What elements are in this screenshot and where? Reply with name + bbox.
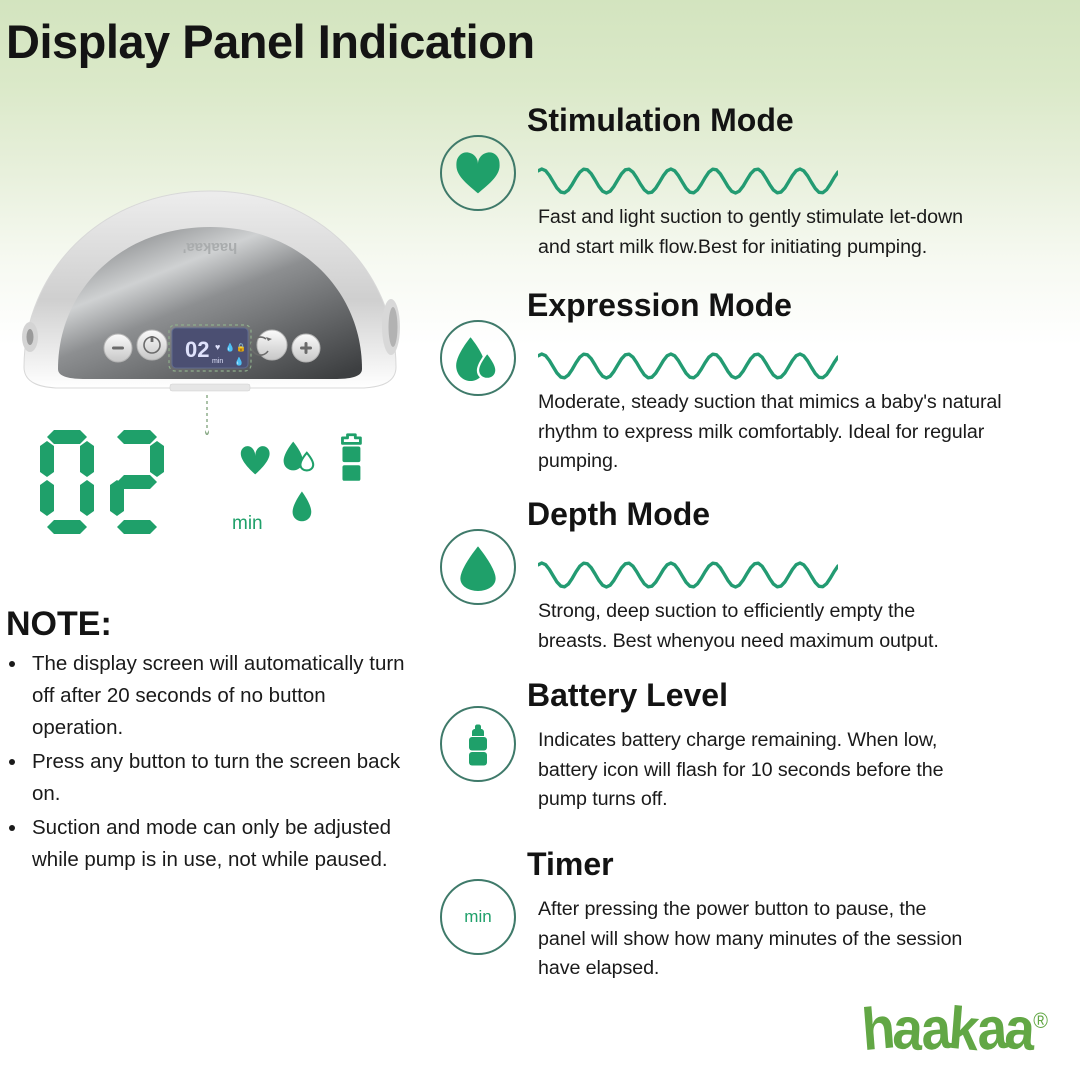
svg-text:haakaa': haakaa' — [183, 239, 237, 256]
svg-text:min: min — [212, 358, 223, 365]
svg-text:💧: 💧 — [225, 342, 235, 352]
svg-text:🔒: 🔒 — [236, 343, 246, 352]
svg-text:min: min — [232, 513, 263, 534]
svg-text:02: 02 — [185, 337, 209, 362]
svg-text:💧: 💧 — [234, 356, 244, 366]
svg-text:♥: ♥ — [215, 342, 220, 352]
